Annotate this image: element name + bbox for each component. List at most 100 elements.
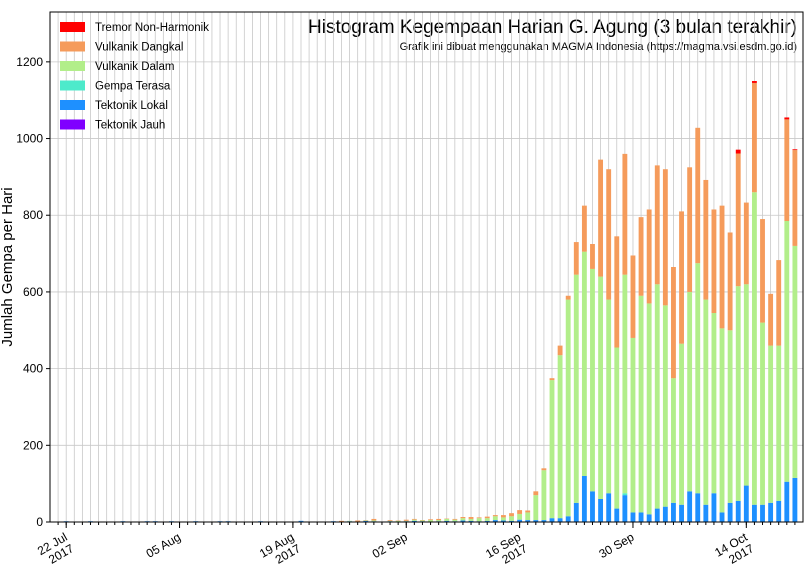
bar-segment [565,516,571,522]
bar-segment [371,518,377,521]
bar-segment [679,504,684,522]
bar-segment [654,508,660,522]
bar-segment [792,150,798,246]
bar-segment [719,205,725,329]
bar-segment [517,510,523,514]
bar-segment [638,295,644,513]
bar-segment [679,343,684,505]
legend-label: Vulkanik Dalam [95,61,174,73]
bar-segment [298,520,304,522]
legend-label: Gempa Terasa [95,81,171,93]
bar-segment [654,165,660,285]
y-tick-label: 200 [23,438,43,452]
legend-swatch [60,100,85,110]
bar-segment [630,337,636,513]
bar-segment [751,82,757,193]
bar-segment [590,268,595,492]
bar-segment [549,518,555,522]
bar-segment [581,251,587,476]
x-tick-label: 19 Aug2017 [257,530,303,572]
bar-segment [573,274,579,503]
bar-segment [711,493,717,522]
bar-segment [703,299,709,505]
y-tick-label: 1000 [16,132,43,146]
legend-label: Tremor Non-Harmonik [95,22,209,34]
x-tick-label: 30 Sep [597,530,637,561]
bar-segment [525,512,531,521]
bar-segment [695,263,701,494]
bar-segment [606,169,612,300]
bar-segment [468,517,474,519]
legend-label: Vulkanik Dangkal [95,42,183,54]
bar-segment [606,493,612,522]
bar-segment [573,502,579,522]
bar-segment [525,510,531,513]
bar-segment [590,491,595,522]
bar-segment [768,345,774,503]
bar-segment [751,192,757,505]
bar-segment [500,517,506,521]
bar-segment [371,520,377,522]
y-tick-label: 600 [23,285,43,299]
y-axis-label: Jumlah Gempa per Hari [0,187,16,346]
bar-segment [743,202,749,285]
bar-segment [792,477,798,522]
bar-segment [565,295,571,300]
bar-segment [776,260,782,346]
bar-segment [654,284,660,509]
bar-segment [411,519,417,521]
bar-segment [630,255,636,338]
plot-area [49,11,804,523]
bar-segment [339,520,344,522]
bar-segment [784,117,790,120]
chart-title: Histogram Kegempaan Harian G. Agung (3 b… [308,17,797,38]
bar-segment [695,493,701,522]
bar-segment [598,159,604,277]
bar-segment [735,153,741,287]
bar-segment [533,495,539,521]
bar-segment [727,232,733,331]
bar-segment [760,219,765,323]
legend-label: Tektonik Jauh [95,120,165,132]
bar-segment [719,328,725,513]
bar-segment [484,520,490,522]
bar-segment [581,475,587,522]
bar-segment [614,508,620,522]
bar-segment [598,276,604,499]
bar-segment [630,512,636,522]
legend-swatch [60,22,85,32]
bar-segment [395,520,401,522]
bar-segment [743,485,749,522]
bar-segment [703,179,709,300]
x-tick-label: 02 Sep [370,530,410,561]
bar-segment [541,470,547,521]
bar-segment [679,211,684,344]
bar-segment [671,378,676,503]
bar-segment [428,519,433,521]
bar-segment [517,513,523,520]
legend-swatch [60,61,85,71]
bar-segment [671,267,676,379]
bar-segment [687,291,693,492]
bar-segment [428,520,433,522]
bar-segment [387,520,393,521]
bar-segment [695,127,701,264]
bar-segment [525,520,531,522]
bar-segment [727,502,733,522]
legend-swatch [60,41,85,52]
bar-segment [638,217,644,296]
legend-swatch [60,80,85,91]
bar-segment [598,498,604,522]
bar-segment [452,518,458,520]
bar-segment [776,500,782,522]
bar-segment [646,514,652,522]
bar-segment [760,504,765,522]
bar-segment [436,518,442,521]
bar-segment [727,330,733,503]
bar-segment [735,286,741,501]
bar-segment [460,518,466,521]
x-tick-label: 22 Jul2017 [35,530,77,570]
bar-segment [638,512,644,522]
bar-segment [509,513,514,517]
